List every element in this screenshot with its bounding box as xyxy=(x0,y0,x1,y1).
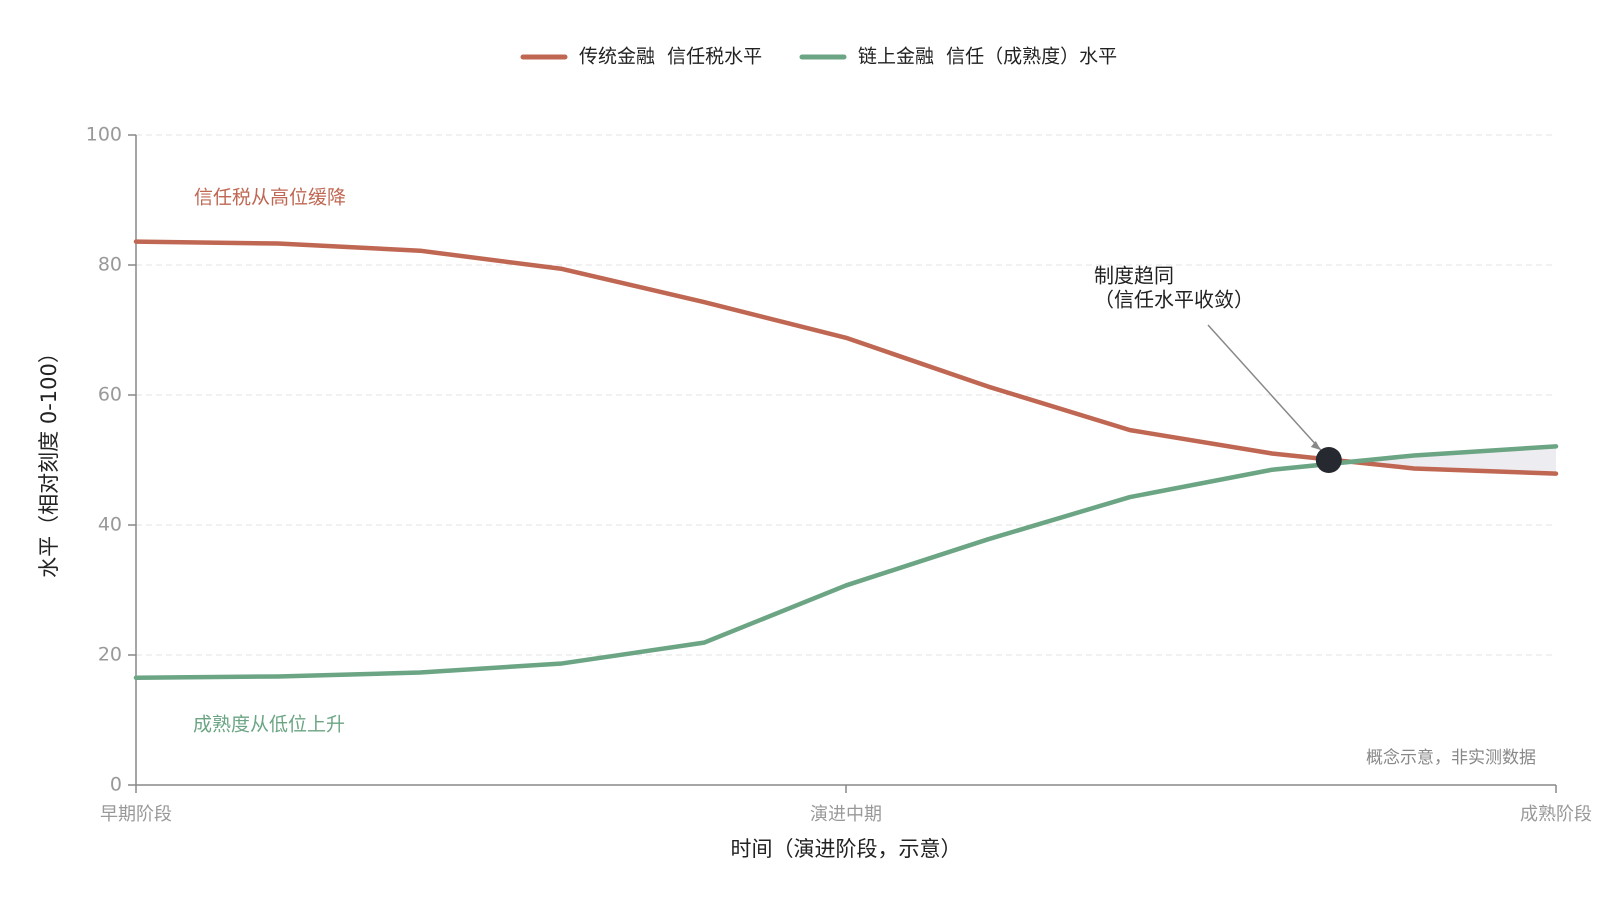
note-red: 信任税从高位缓降 xyxy=(194,187,346,209)
line xyxy=(133,239,1559,476)
y-tick-label: 100 xyxy=(86,124,122,146)
annotation-point xyxy=(1315,447,1342,473)
y-tick-label: 0 xyxy=(110,774,122,796)
x-tick-label: 演进中期 xyxy=(810,804,882,825)
y-tick-label: 20 xyxy=(98,644,122,666)
x-tick-label: 成熟阶段 xyxy=(1520,804,1592,825)
x-axis-label: 时间（演进阶段，示意） xyxy=(731,837,962,861)
note-green: 成熟度从低位上升 xyxy=(193,714,345,736)
legend-label: 传统金融 信任税水平 xyxy=(579,46,762,68)
disclaimer: 概念示意，非实测数据 xyxy=(1366,747,1536,768)
y-tick-label: 40 xyxy=(98,514,122,536)
annotation-text: （信任水平收敛） xyxy=(1094,288,1254,312)
y-tick-label: 60 xyxy=(98,384,122,406)
line xyxy=(133,444,1559,680)
annotation-arrow xyxy=(1207,324,1322,451)
legend-label: 链上金融 信任（成熟度）水平 xyxy=(858,46,1117,68)
convergence-fill xyxy=(1328,446,1556,474)
x-tick-label: 早期阶段 xyxy=(100,804,172,825)
annotation-arrowhead xyxy=(1310,441,1321,450)
annotation-text: 制度趋同 xyxy=(1094,264,1174,288)
y-tick-label: 80 xyxy=(98,254,122,276)
y-axis-label: 水平（相对刻度 0-100） xyxy=(37,342,61,578)
